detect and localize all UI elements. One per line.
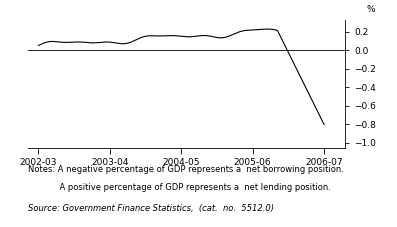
Text: Source: Government Finance Statistics,  (cat.  no.  5512.0): Source: Government Finance Statistics, (…: [28, 204, 274, 213]
Text: %: %: [366, 5, 375, 14]
Text: Notes: A negative percentage of GDP represents a  net borrowing position.: Notes: A negative percentage of GDP repr…: [28, 165, 344, 174]
Text: A positive percentage of GDP represents a  net lending position.: A positive percentage of GDP represents …: [28, 183, 331, 192]
